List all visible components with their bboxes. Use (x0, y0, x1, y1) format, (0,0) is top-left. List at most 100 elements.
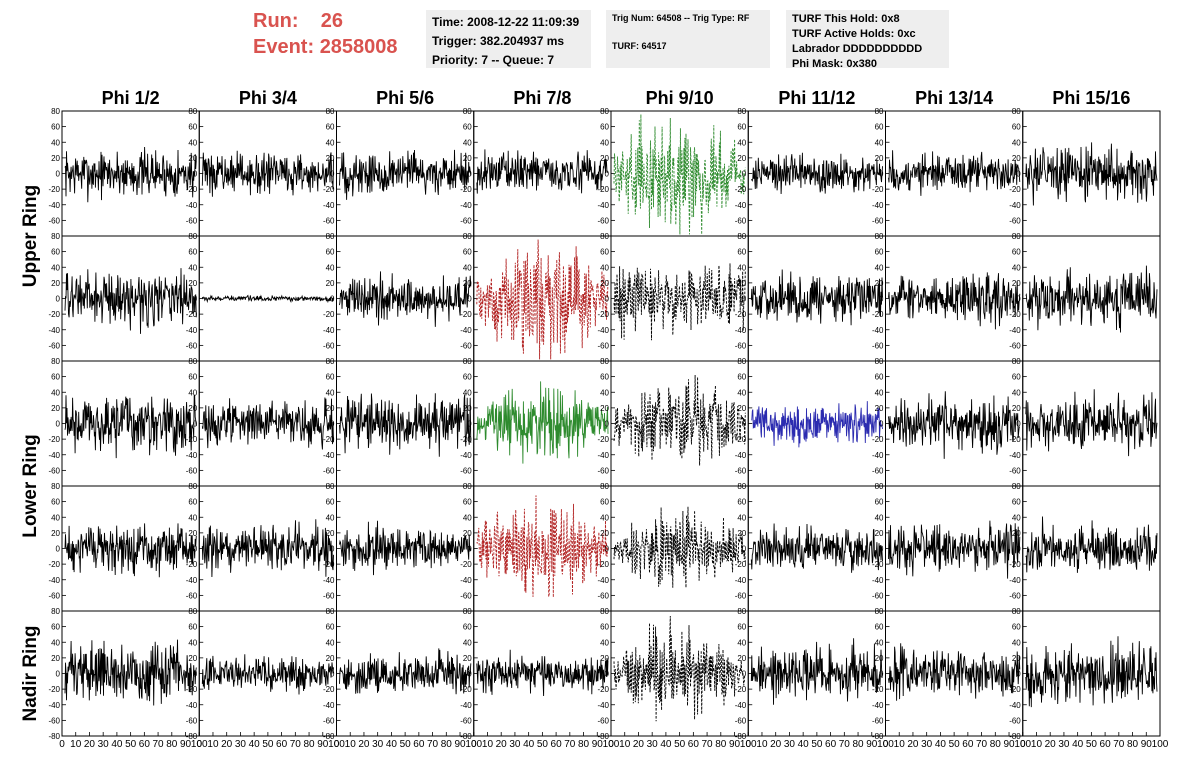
x-tick-label: 40 (523, 739, 535, 750)
y-tick-label: -20 (323, 685, 335, 694)
run-label: Run: (253, 10, 299, 32)
y-tick-label: 40 (51, 513, 60, 522)
y-tick-label: -60 (460, 341, 472, 350)
y-tick-label: 60 (600, 123, 609, 132)
y-tick-label: -40 (186, 201, 198, 210)
x-tick-label: 100 (465, 739, 482, 750)
y-tick-label: 80 (600, 232, 609, 241)
y-tick-label: -20 (872, 185, 884, 194)
x-tick-label: 30 (921, 739, 933, 750)
y-tick-label: -60 (872, 341, 884, 350)
waveform-panel: -60 -40 -20 0 20 40 60 80 (1009, 482, 1161, 612)
x-tick-label: 100 (877, 739, 894, 750)
y-tick-label: 20 (463, 279, 472, 288)
y-tick-label: -20 (460, 310, 472, 319)
y-tick-label: -40 (735, 576, 747, 585)
x-tick-label: 30 (509, 739, 521, 750)
y-tick-label: 60 (737, 373, 746, 382)
x-tick-label: 60 (139, 739, 151, 750)
y-tick-label: -20 (735, 560, 747, 569)
waveform-trace (476, 495, 609, 598)
y-tick-label: 80 (188, 107, 197, 116)
x-tick-label: 60 (551, 739, 563, 750)
y-tick-label: 80 (51, 357, 60, 366)
y-tick-label: 20 (188, 529, 197, 538)
y-tick-label: 40 (326, 638, 335, 647)
y-tick-label: 0 (1016, 670, 1021, 679)
y-tick-label: 40 (1012, 388, 1021, 397)
x-tick-label: 0 (1020, 739, 1026, 750)
y-tick-label: -40 (597, 451, 609, 460)
y-tick-label: 80 (875, 232, 884, 241)
waveform-trace (201, 150, 334, 197)
x-tick-label: 20 (907, 739, 919, 750)
waveform-panel: -60 -40 -20 0 20 40 60 80 (460, 357, 612, 487)
x-tick-label: 90 (454, 739, 466, 750)
y-tick-label: 20 (463, 654, 472, 663)
y-tick-label: 20 (600, 154, 609, 163)
y-tick-label: 60 (600, 373, 609, 382)
x-tick-label: 10 (482, 739, 494, 750)
x-tick-label: 30 (647, 739, 659, 750)
y-tick-label: 20 (463, 404, 472, 413)
turf-text: TURF: 64517 (612, 41, 667, 51)
y-tick-label: 0 (467, 420, 472, 429)
waveform-trace (751, 401, 883, 448)
y-tick-label: 60 (51, 623, 60, 632)
waveform-trace (888, 391, 1021, 459)
y-tick-label: -40 (186, 576, 198, 585)
y-tick-label: 40 (875, 138, 884, 147)
y-tick-label: -40 (186, 701, 198, 710)
x-tick-label: 70 (290, 739, 302, 750)
turf-info-box: TURF This Hold: 0x8 TURF Active Holds: 0… (786, 10, 949, 70)
y-tick-label: -20 (872, 560, 884, 569)
waveform-trace (613, 615, 746, 722)
y-tick-label: -20 (1009, 185, 1021, 194)
y-tick-label: -20 (735, 185, 747, 194)
waveform-trace (750, 152, 883, 195)
x-tick-label: 90 (1141, 739, 1153, 750)
waveform-trace (750, 638, 883, 705)
y-tick-label: -20 (323, 435, 335, 444)
x-tick-label: 40 (660, 739, 672, 750)
y-tick-label: 80 (737, 232, 746, 241)
y-tick-label: -80 (323, 732, 335, 741)
y-tick-label: 20 (1012, 529, 1021, 538)
waveform-panel: -60 -40 -20 0 20 40 60 80 (48, 357, 200, 487)
y-tick-label: -60 (460, 591, 472, 600)
x-tick-label: 90 (866, 739, 878, 750)
y-tick-label: 40 (463, 138, 472, 147)
y-tick-label: 40 (600, 388, 609, 397)
y-tick-label: 80 (1012, 482, 1021, 491)
x-tick-label: 50 (811, 739, 823, 750)
x-tick-label: 10 (345, 739, 357, 750)
y-tick-label: 20 (1012, 654, 1021, 663)
y-tick-label: 40 (463, 638, 472, 647)
y-tick-label: 80 (326, 482, 335, 491)
y-tick-label: 0 (467, 545, 472, 554)
waveform-panel: -60 -40 -20 0 20 40 60 80 (186, 232, 337, 362)
y-tick-label: 40 (188, 263, 197, 272)
y-tick-label: 20 (737, 529, 746, 538)
y-tick-label: 80 (326, 357, 335, 366)
event-label: Event: (253, 36, 315, 58)
x-tick-label: 80 (441, 739, 453, 750)
x-tick-label: 100 (328, 739, 345, 750)
y-tick-label: 40 (737, 388, 746, 397)
x-tick-label: 50 (400, 739, 412, 750)
waveform-trace (613, 114, 746, 235)
y-tick-label: -60 (735, 341, 747, 350)
x-tick-label: 70 (153, 739, 165, 750)
y-tick-label: 40 (600, 638, 609, 647)
y-tick-label: -60 (186, 341, 198, 350)
y-tick-label: -20 (1009, 560, 1021, 569)
y-tick-label: 60 (1012, 498, 1021, 507)
y-tick-label: 60 (188, 498, 197, 507)
y-tick-label: -20 (323, 560, 335, 569)
waveform-trace (201, 519, 334, 578)
column-label: Phi 13/14 (915, 88, 993, 108)
y-tick-label: 60 (600, 498, 609, 507)
y-tick-label: 40 (51, 138, 60, 147)
